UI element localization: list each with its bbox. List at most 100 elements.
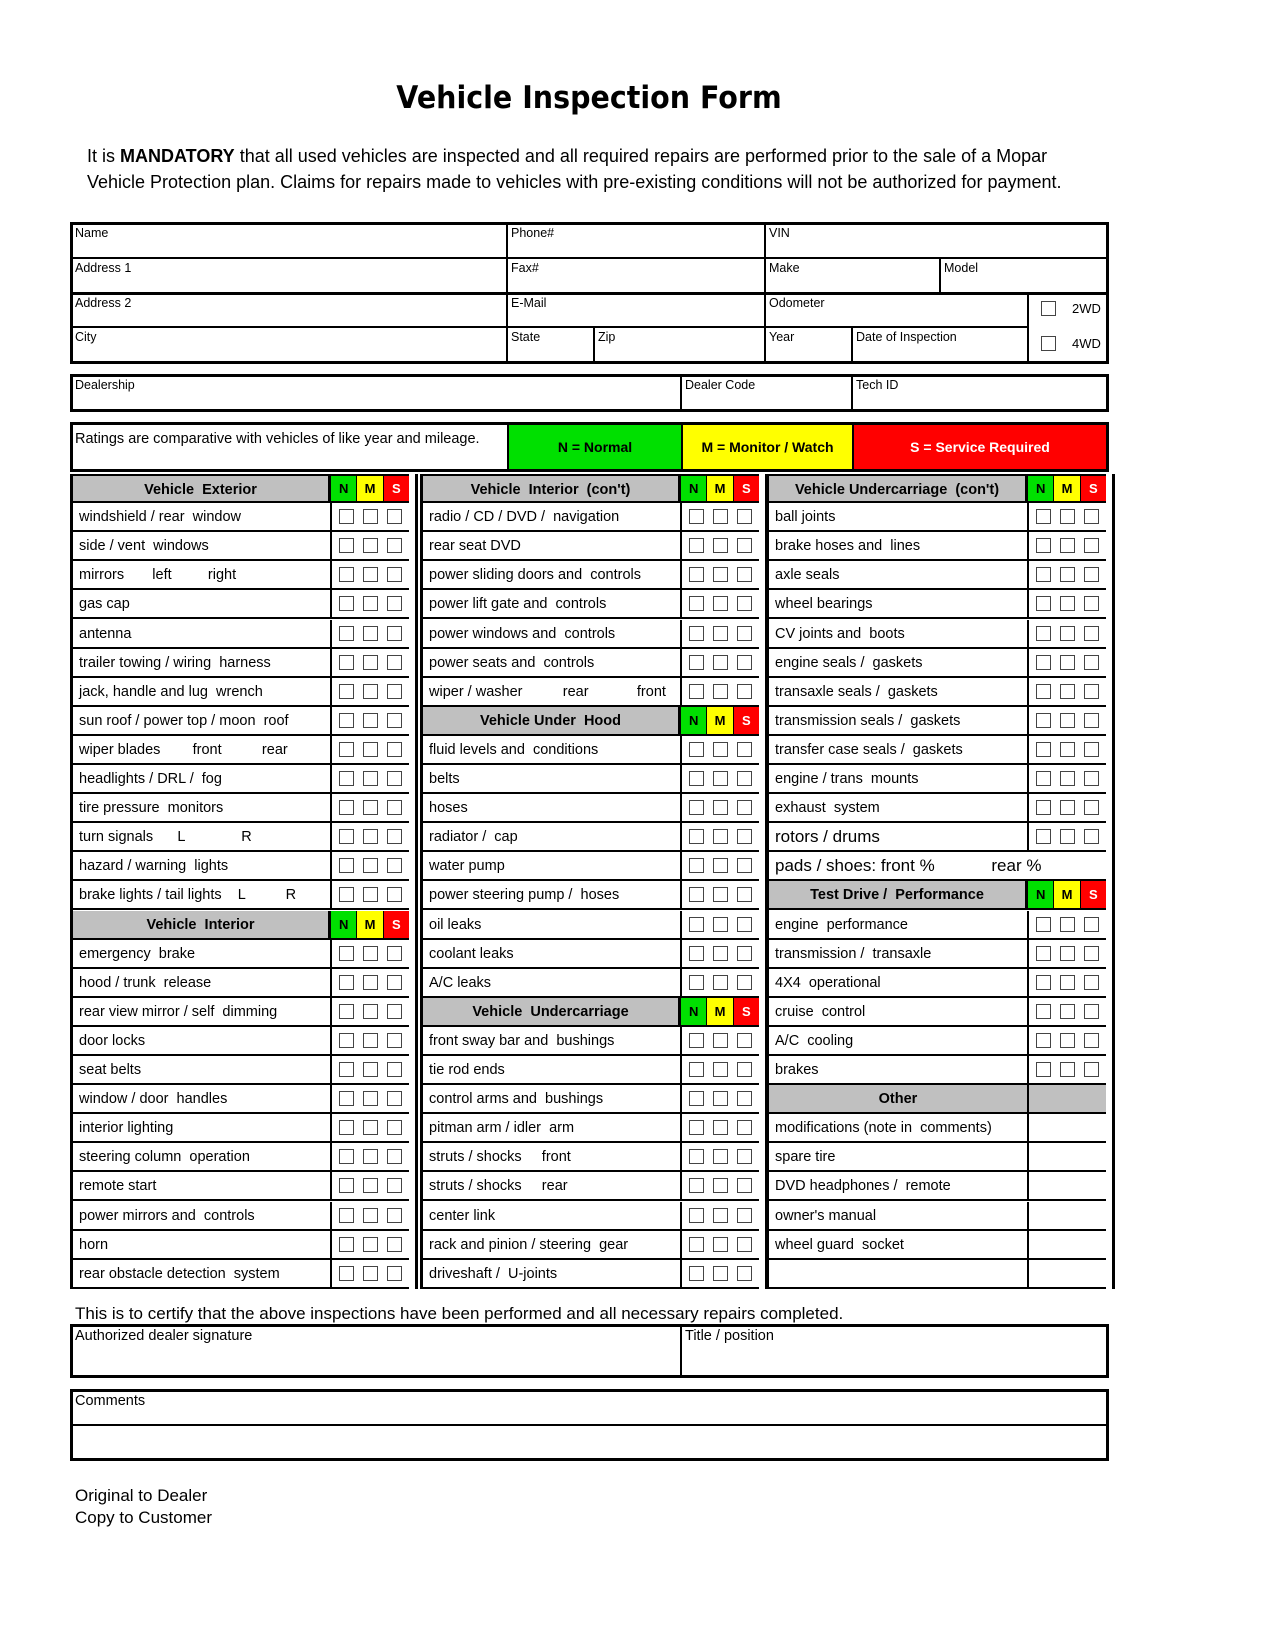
checkbox-normal[interactable] — [339, 1178, 355, 1194]
checkbox-normal[interactable] — [339, 1091, 355, 1107]
checkbox-service[interactable] — [386, 858, 402, 874]
checkbox-service[interactable] — [736, 538, 752, 554]
checkbox-normal[interactable] — [1036, 916, 1052, 932]
checkbox-monitor[interactable] — [362, 567, 378, 583]
checkbox-service[interactable] — [1083, 509, 1099, 525]
checkbox-monitor[interactable] — [362, 683, 378, 699]
other-note-cell[interactable] — [1027, 1143, 1106, 1171]
checkbox-service[interactable] — [736, 1091, 752, 1107]
checkbox-monitor[interactable] — [712, 596, 728, 612]
checkbox-normal[interactable] — [1036, 712, 1052, 728]
checkbox-monitor[interactable] — [712, 1236, 728, 1252]
checkbox-monitor[interactable] — [712, 1207, 728, 1223]
other-note-cell[interactable] — [1027, 1259, 1106, 1287]
checkbox-normal[interactable] — [689, 945, 705, 961]
checkbox-service[interactable] — [386, 1003, 402, 1019]
checkbox-monitor[interactable] — [1059, 771, 1075, 787]
checkbox-service[interactable] — [1083, 829, 1099, 845]
checkbox-monitor[interactable] — [362, 1207, 378, 1223]
checkbox-normal[interactable] — [1036, 596, 1052, 612]
checkbox-normal[interactable] — [339, 509, 355, 525]
address1-field[interactable]: Address 1 — [75, 261, 132, 275]
checkbox-monitor[interactable] — [712, 654, 728, 670]
checkbox-service[interactable] — [386, 800, 402, 816]
checkbox-monitor[interactable] — [362, 654, 378, 670]
checkbox-service[interactable] — [736, 567, 752, 583]
checkbox-service[interactable] — [736, 916, 752, 932]
city-field[interactable]: City — [75, 330, 97, 344]
checkbox-service[interactable] — [736, 974, 752, 990]
other-note-cell[interactable] — [1027, 1114, 1106, 1142]
checkbox-normal[interactable] — [339, 625, 355, 641]
checkbox-monitor[interactable] — [362, 800, 378, 816]
checkbox-normal[interactable] — [339, 567, 355, 583]
checkbox-2wd[interactable] — [1041, 301, 1056, 316]
checkbox-service[interactable] — [386, 683, 402, 699]
checkbox-monitor[interactable] — [1059, 800, 1075, 816]
checkbox-service[interactable] — [1083, 945, 1099, 961]
checkbox-service[interactable] — [386, 538, 402, 554]
checkbox-monitor[interactable] — [362, 771, 378, 787]
checkbox-normal[interactable] — [339, 712, 355, 728]
checkbox-service[interactable] — [386, 509, 402, 525]
checkbox-normal[interactable] — [339, 1207, 355, 1223]
checkbox-service[interactable] — [736, 1207, 752, 1223]
checkbox-normal[interactable] — [339, 1236, 355, 1252]
checkbox-service[interactable] — [736, 829, 752, 845]
other-note-cell[interactable] — [1027, 1230, 1106, 1258]
checkbox-service[interactable] — [736, 741, 752, 757]
checkbox-service[interactable] — [1083, 974, 1099, 990]
dealership-field[interactable]: Dealership — [75, 378, 135, 392]
checkbox-service[interactable] — [386, 625, 402, 641]
checkbox-monitor[interactable] — [1059, 1032, 1075, 1048]
checkbox-normal[interactable] — [1036, 829, 1052, 845]
name-field[interactable]: Name — [75, 226, 109, 240]
checkbox-monitor[interactable] — [1059, 741, 1075, 757]
checkbox-monitor[interactable] — [712, 1178, 728, 1194]
zip-field[interactable]: Zip — [598, 330, 616, 344]
checkbox-monitor[interactable] — [712, 1149, 728, 1165]
checkbox-monitor[interactable] — [712, 887, 728, 903]
checkbox-monitor[interactable] — [712, 829, 728, 845]
checkbox-monitor[interactable] — [1059, 974, 1075, 990]
checkbox-service[interactable] — [1083, 1062, 1099, 1078]
checkbox-normal[interactable] — [1036, 974, 1052, 990]
checkbox-service[interactable] — [386, 771, 402, 787]
checkbox-service[interactable] — [386, 945, 402, 961]
checkbox-service[interactable] — [736, 1062, 752, 1078]
checkbox-normal[interactable] — [1036, 683, 1052, 699]
checkbox-monitor[interactable] — [362, 1062, 378, 1078]
checkbox-service[interactable] — [386, 654, 402, 670]
checkbox-service[interactable] — [1083, 1003, 1099, 1019]
checkbox-normal[interactable] — [689, 509, 705, 525]
checkbox-service[interactable] — [736, 683, 752, 699]
checkbox-normal[interactable] — [689, 1149, 705, 1165]
checkbox-normal[interactable] — [689, 800, 705, 816]
checkbox-service[interactable] — [1083, 1032, 1099, 1048]
option-4wd[interactable]: 4WD — [1038, 334, 1104, 353]
checkbox-monitor[interactable] — [362, 858, 378, 874]
checkbox-normal[interactable] — [1036, 1003, 1052, 1019]
checkbox-monitor[interactable] — [362, 974, 378, 990]
checkbox-service[interactable] — [386, 741, 402, 757]
checkbox-monitor[interactable] — [712, 800, 728, 816]
checkbox-normal[interactable] — [339, 538, 355, 554]
checkbox-service[interactable] — [736, 771, 752, 787]
checkbox-normal[interactable] — [689, 1032, 705, 1048]
checkbox-normal[interactable] — [339, 741, 355, 757]
checkbox-normal[interactable] — [339, 596, 355, 612]
checkbox-service[interactable] — [736, 945, 752, 961]
checkbox-monitor[interactable] — [1059, 945, 1075, 961]
checkbox-normal[interactable] — [339, 1120, 355, 1136]
checkbox-normal[interactable] — [689, 1207, 705, 1223]
checkbox-monitor[interactable] — [712, 538, 728, 554]
model-field[interactable]: Model — [944, 261, 979, 275]
checkbox-service[interactable] — [1083, 625, 1099, 641]
checkbox-monitor[interactable] — [362, 625, 378, 641]
checkbox-service[interactable] — [736, 654, 752, 670]
checkbox-monitor[interactable] — [712, 625, 728, 641]
checkbox-service[interactable] — [1083, 771, 1099, 787]
checkbox-monitor[interactable] — [1059, 625, 1075, 641]
checkbox-monitor[interactable] — [1059, 829, 1075, 845]
checkbox-monitor[interactable] — [712, 771, 728, 787]
